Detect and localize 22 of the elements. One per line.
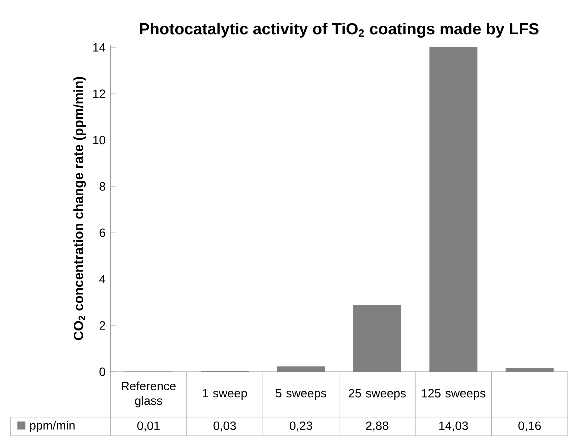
x-tick-label: 5 sweeps (276, 389, 326, 400)
legend-label: ppm/min (30, 420, 75, 432)
y-tick-label: 8 (100, 182, 106, 191)
y-tick-label: 4 (100, 275, 106, 284)
data-label: 0,01 (138, 422, 160, 432)
y-tick-label: 14 (94, 43, 106, 52)
y-tick-label: 2 (100, 321, 106, 330)
y-tick-label: 10 (94, 136, 106, 144)
data-label: 0,23 (290, 422, 312, 432)
data-label: 0,03 (214, 422, 236, 432)
x-tick-label: 25 sweeps (349, 389, 406, 400)
chart-title: Photocatalytic activity of TiO$_{2}$ coatings made by LFS (140, 22, 539, 38)
data-label: 14,03 (440, 422, 468, 432)
data-label: 0,16 (518, 422, 542, 432)
y-axis-title: CO$_{2}$ concentration change rate (ppm/min) (74, 77, 86, 340)
y-tick-label: 6 (100, 228, 106, 238)
x-tick-label: Reference glass (122, 382, 176, 408)
x-tick-label: 1 sweep (203, 389, 248, 400)
data-label: 2,88 (366, 422, 389, 432)
y-tick-label: 12 (94, 90, 106, 98)
y-tick-label: 0 (100, 368, 106, 376)
x-tick-label: 125 sweeps (422, 389, 486, 400)
